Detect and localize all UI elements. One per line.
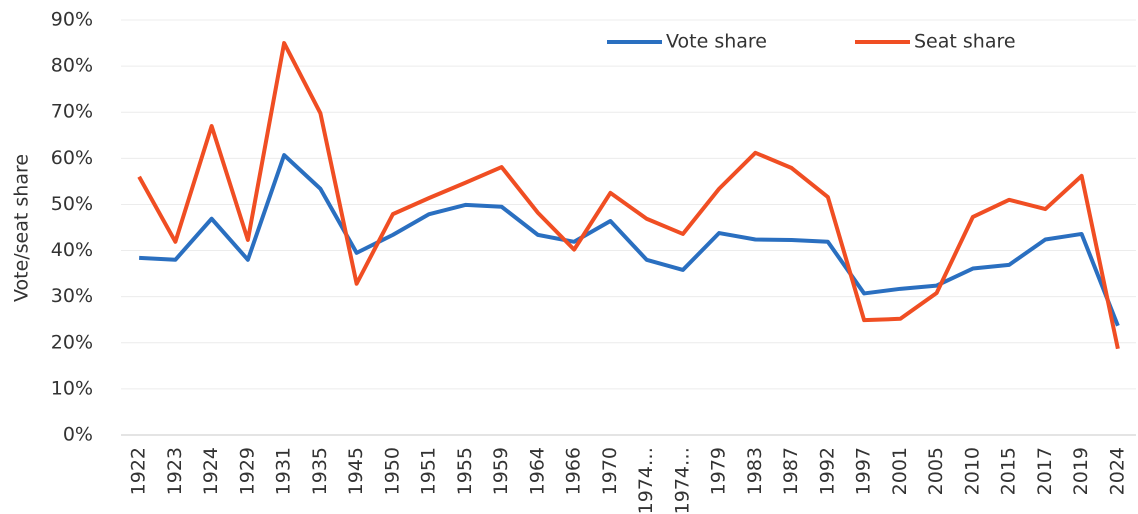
x-tick-label: 1959 [490, 447, 512, 495]
x-tick-label: 2015 [998, 447, 1020, 495]
x-tick-label: 1950 [381, 447, 403, 495]
series-line [137, 41, 1120, 350]
x-tick-label: 1955 [454, 447, 476, 495]
x-tick-label: 1974… [635, 447, 657, 514]
legend-label: Seat share [914, 31, 1016, 53]
x-tick-label: 1979 [708, 447, 730, 495]
x-tick-label: 1923 [164, 447, 186, 495]
x-tick-label: 2005 [925, 447, 947, 495]
x-tick-label: 1974… [671, 447, 693, 514]
x-tick-label: 1970 [599, 447, 621, 495]
x-tick-label: 1924 [200, 447, 222, 495]
y-tick-label: 20% [51, 331, 93, 353]
x-tick-label: 2017 [1034, 447, 1056, 495]
x-tick-label: 1929 [236, 447, 258, 495]
x-tick-label: 1964 [526, 447, 548, 495]
x-tick-label: 2001 [889, 447, 911, 495]
x-tick-label: 1922 [128, 447, 150, 495]
x-tick-label: 1931 [273, 447, 295, 495]
x-tick-label: 1983 [744, 447, 766, 495]
x-tick-label: 1992 [816, 447, 838, 495]
x-tick-label: 1997 [853, 447, 875, 495]
y-tick-label: 80% [51, 55, 93, 77]
x-tick-label: 1951 [418, 447, 440, 495]
legend-label: Vote share [666, 31, 767, 53]
x-tick-label: 1945 [345, 447, 367, 495]
x-tick-label: 2024 [1106, 447, 1128, 495]
y-tick-label: 0% [63, 424, 93, 446]
y-tick-label: 90% [51, 9, 93, 31]
y-axis-title: Vote/seat share [11, 154, 33, 302]
x-tick-label: 2019 [1070, 447, 1092, 495]
y-tick-label: 30% [51, 285, 93, 307]
x-tick-label: 1987 [780, 447, 802, 495]
y-tick-label: 50% [51, 193, 93, 215]
x-tick-label: 1966 [563, 447, 585, 495]
x-tick-label: 1935 [309, 447, 331, 495]
x-tick-label: 2010 [961, 447, 983, 495]
y-tick-label: 70% [51, 101, 93, 123]
y-tick-label: 40% [51, 239, 93, 261]
series-line [139, 153, 1120, 327]
y-tick-label: 60% [51, 147, 93, 169]
y-tick-label: 10% [51, 377, 93, 399]
